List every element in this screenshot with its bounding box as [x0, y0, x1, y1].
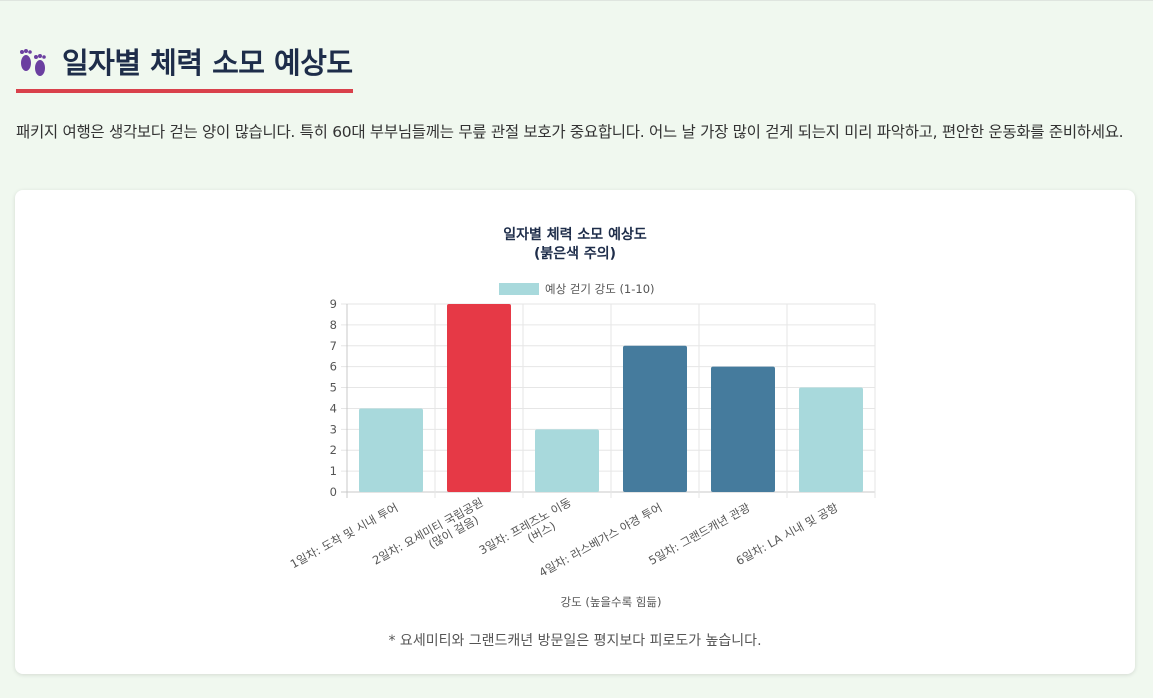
bar[interactable]: [799, 387, 863, 492]
bar[interactable]: [447, 304, 511, 492]
bar-chart: 일자별 체력 소모 예상도 (붉은색 주의) 예상 걷기 강도 (1-10) 0…: [288, 226, 876, 609]
section-heading: 일자별 체력 소모 예상도: [16, 45, 353, 93]
chart-title-line-2: (붉은색 주의): [534, 245, 616, 262]
y-tick-label: 9: [330, 297, 337, 311]
page-title: 일자별 체력 소모 예상도: [62, 46, 353, 80]
y-tick-label: 2: [330, 443, 337, 457]
y-tick-label: 4: [330, 401, 337, 415]
section-description: 패키지 여행은 생각보다 걷는 양이 많습니다. 특히 60대 부부님들께는 무…: [16, 123, 1124, 141]
bar[interactable]: [359, 408, 423, 492]
x-tick-label-line: 3일차: 프레즈노 이동: [477, 495, 574, 557]
chart-footnote: * 요세미티와 그랜드캐년 방문일은 평지보다 피로도가 높습니다.: [388, 633, 762, 649]
chart-title-line-1: 일자별 체력 소모 예상도: [503, 226, 647, 243]
bar[interactable]: [623, 345, 687, 492]
y-tick-label: 8: [330, 318, 337, 332]
legend-swatch: [499, 283, 539, 295]
chart-card: 일자별 체력 소모 예상도 (붉은색 주의) 예상 걷기 강도 (1-10) 0…: [15, 190, 1135, 674]
bar[interactable]: [535, 429, 599, 492]
y-tick-label: 3: [330, 422, 337, 436]
y-tick-label: 7: [330, 339, 337, 353]
y-tick-label: 1: [330, 464, 337, 478]
bar[interactable]: [711, 366, 775, 492]
y-tick-label: 0: [330, 485, 337, 499]
x-axis-label: 강도 (높을수록 힘듦): [561, 595, 662, 609]
footprints-icon: [20, 49, 46, 76]
y-tick-label: 5: [330, 381, 337, 395]
y-tick-label: 6: [330, 360, 337, 374]
legend-label: 예상 걷기 강도 (1-10): [545, 282, 655, 296]
